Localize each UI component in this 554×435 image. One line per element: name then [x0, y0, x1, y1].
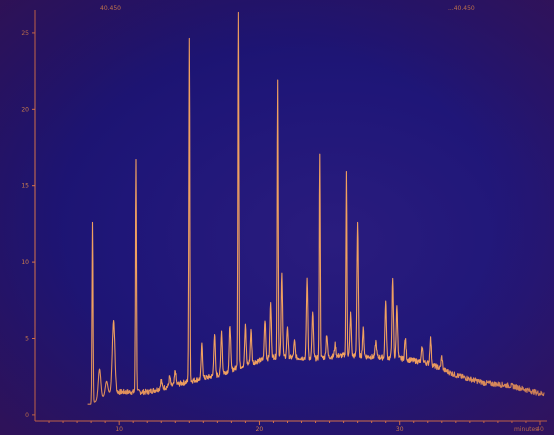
y-tick-label: 15	[21, 183, 29, 190]
header-left-label: 40.450	[100, 5, 121, 12]
ticks-group: 0 5 10 15 20 25 10 20 30 40	[21, 30, 544, 433]
y-tick-label: 20	[21, 106, 29, 113]
x-axis-label: minutes	[514, 426, 538, 433]
header-right-label: ...40.450	[448, 5, 475, 12]
x-tick-label: 30	[396, 426, 404, 433]
y-tick-label: 5	[25, 335, 29, 342]
y-tick-label: 25	[21, 30, 29, 37]
y-tick-label: 0	[25, 412, 29, 419]
axes-group	[34, 10, 547, 422]
x-tick-label: 10	[115, 426, 123, 433]
chromatogram-trace	[87, 11, 545, 405]
x-tick-label: 20	[256, 426, 264, 433]
x-tick-label: 40	[536, 426, 544, 433]
y-tick-label: 10	[21, 259, 29, 266]
